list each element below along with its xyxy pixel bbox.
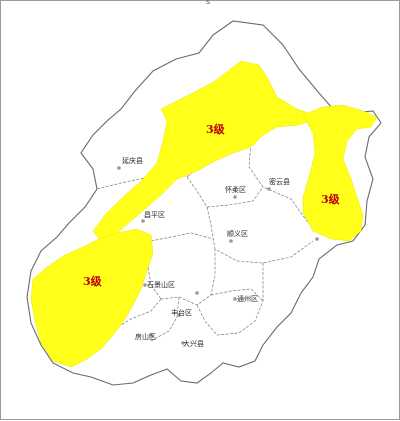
district-label-yanqing: 延庆县 (122, 156, 143, 165)
district-label-shijingshan: 石景山区 (147, 280, 175, 289)
warning-zones (30, 60, 378, 368)
district-label-changping: 昌平区 (144, 211, 165, 219)
zone-label-northwest-to-center: 3级 (206, 122, 226, 136)
district-label-tongzhou: 通州区 (237, 294, 258, 303)
warning-zone-southwest (30, 228, 154, 368)
district-label-fangshan: 房山区 (135, 332, 156, 341)
district-label-daxing: 大兴县 (183, 339, 204, 348)
warning-zone-east (302, 104, 378, 242)
district-label-shunyi: 顺义区 (227, 230, 248, 238)
zone-label-southwest: 3级 (83, 274, 103, 288)
district-label-miyun: 密云县 (269, 177, 290, 186)
zone-label-east: 3级 (321, 192, 341, 206)
top-mark: s (206, 0, 211, 6)
district-label-huairou: 怀柔区 (225, 185, 246, 194)
district-label-fengtai: 丰台区 (171, 308, 192, 317)
district-seat-dots (117, 166, 319, 345)
warning-zone-northwest-to-center (92, 60, 320, 242)
